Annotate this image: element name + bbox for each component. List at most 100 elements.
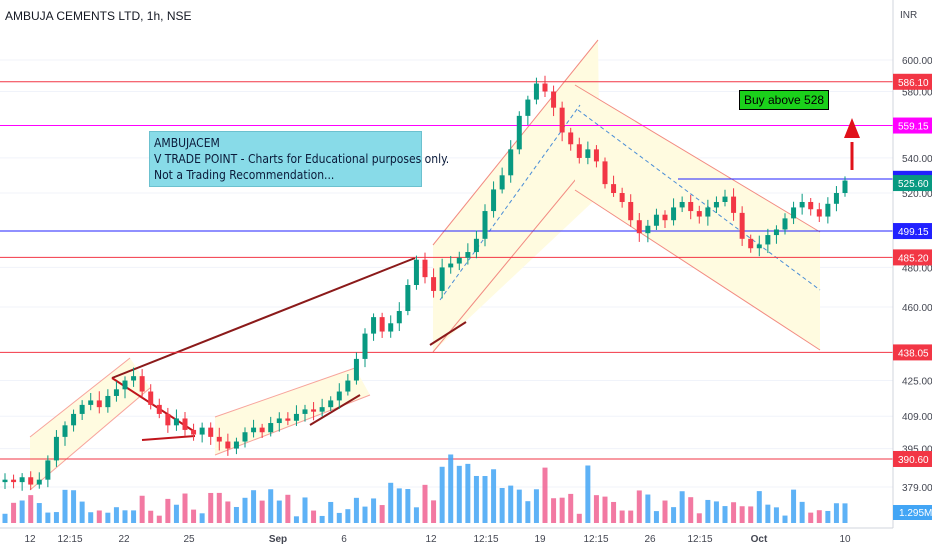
x-tick-label: 12:15 bbox=[473, 534, 498, 545]
volume-bar bbox=[696, 513, 702, 523]
volume-bar bbox=[671, 507, 677, 523]
y-tick-label: 520.00 bbox=[902, 189, 932, 200]
volume-bar bbox=[525, 501, 531, 523]
candle-body bbox=[636, 220, 642, 234]
volume-bar bbox=[765, 504, 771, 523]
price-level-badge bbox=[893, 450, 932, 467]
volume-bar bbox=[585, 465, 591, 523]
candle-body bbox=[808, 201, 814, 210]
candle-body bbox=[688, 201, 694, 212]
volume-bar bbox=[739, 506, 745, 523]
volume-bar bbox=[533, 489, 539, 523]
volume-bar bbox=[45, 512, 51, 523]
volume-bar bbox=[808, 512, 814, 523]
candle-body bbox=[516, 115, 522, 150]
volume-bar bbox=[311, 510, 317, 523]
volume-bar bbox=[251, 490, 257, 523]
volume-bar bbox=[302, 497, 308, 523]
volume-bar bbox=[499, 487, 505, 523]
candle-body bbox=[602, 161, 608, 185]
candle-body bbox=[45, 460, 51, 480]
candle-body bbox=[285, 418, 291, 421]
volume-bar bbox=[422, 484, 428, 523]
candle-body bbox=[439, 267, 445, 291]
candle-body bbox=[131, 376, 137, 381]
buy-above-label: Buy above 528 bbox=[739, 90, 830, 110]
volume-bar bbox=[833, 503, 839, 523]
candle-body bbox=[311, 409, 317, 412]
volume-bar bbox=[645, 494, 651, 523]
candle-body bbox=[816, 209, 822, 217]
volume-bar bbox=[713, 501, 719, 523]
volume-bar bbox=[748, 506, 754, 523]
volume-bar bbox=[568, 493, 574, 523]
note-line-3: Not a Trading Recommendation... bbox=[154, 168, 335, 182]
candle-body bbox=[533, 83, 539, 100]
candles bbox=[2, 75, 848, 491]
candle-body bbox=[731, 196, 737, 213]
candle-body bbox=[799, 201, 805, 208]
volume-bar bbox=[276, 500, 282, 523]
candle-body bbox=[88, 400, 94, 405]
candle-body bbox=[482, 211, 488, 239]
volume-bar bbox=[688, 497, 694, 523]
volume-bar bbox=[679, 491, 685, 523]
volume-bar bbox=[122, 510, 128, 523]
candle-body bbox=[645, 225, 651, 234]
x-tick-label: 12:15 bbox=[57, 534, 82, 545]
price-level-badge bbox=[893, 73, 932, 90]
volume-bar bbox=[396, 488, 402, 523]
volume-bar bbox=[842, 503, 848, 523]
y-axis: 600.00 580.00 540.00 520.00 480.00 460.00 425.… bbox=[902, 56, 932, 494]
candle-body bbox=[525, 99, 531, 116]
price-level-text: 438.05 bbox=[898, 348, 929, 359]
candle-body bbox=[62, 425, 68, 437]
candle-body bbox=[113, 389, 119, 396]
volume-bar bbox=[53, 512, 59, 523]
price-level-badge bbox=[893, 175, 932, 192]
price-level-badge bbox=[893, 117, 932, 134]
volume-bar bbox=[156, 515, 162, 523]
candle-body bbox=[208, 427, 214, 437]
candle-body bbox=[413, 259, 419, 286]
price-level-text: 499.15 bbox=[898, 227, 929, 238]
candle-body bbox=[199, 427, 205, 435]
candle-body bbox=[353, 358, 359, 381]
candle-body bbox=[225, 441, 231, 449]
candle-body bbox=[293, 413, 299, 421]
candle-body bbox=[765, 235, 771, 245]
volume-bar bbox=[285, 494, 291, 523]
volume-bar bbox=[225, 501, 231, 523]
volume-bar bbox=[602, 496, 608, 523]
candle-body bbox=[431, 277, 437, 291]
candle-body bbox=[276, 418, 282, 424]
volume-bar bbox=[405, 489, 411, 523]
volume-bar bbox=[11, 502, 17, 523]
candle-body bbox=[722, 196, 728, 202]
candle-body bbox=[379, 317, 385, 332]
volume-bar bbox=[88, 512, 94, 523]
candle-body bbox=[842, 180, 848, 194]
x-tick-label: 19 bbox=[534, 534, 546, 545]
candle-body bbox=[105, 395, 111, 408]
candle-body bbox=[28, 477, 34, 485]
candle-body bbox=[422, 259, 428, 278]
candle-body bbox=[696, 211, 702, 217]
volume-bar bbox=[182, 493, 188, 523]
volume-bars bbox=[2, 454, 848, 523]
volume-bar bbox=[782, 515, 788, 523]
volume-bar bbox=[756, 491, 762, 523]
y-tick-label: 540.00 bbox=[902, 154, 932, 165]
candle-body bbox=[371, 317, 377, 334]
volume-bar bbox=[388, 482, 394, 523]
volume-bar bbox=[473, 475, 479, 523]
volume-bar bbox=[482, 476, 488, 523]
candle-body bbox=[53, 436, 59, 461]
volume-bar bbox=[722, 506, 728, 523]
price-level-text: 559.15 bbox=[898, 122, 929, 133]
volume-bar bbox=[96, 510, 102, 523]
candle-body bbox=[448, 263, 454, 268]
x-tick-label: 26 bbox=[644, 534, 656, 545]
volume-bar bbox=[345, 509, 351, 523]
